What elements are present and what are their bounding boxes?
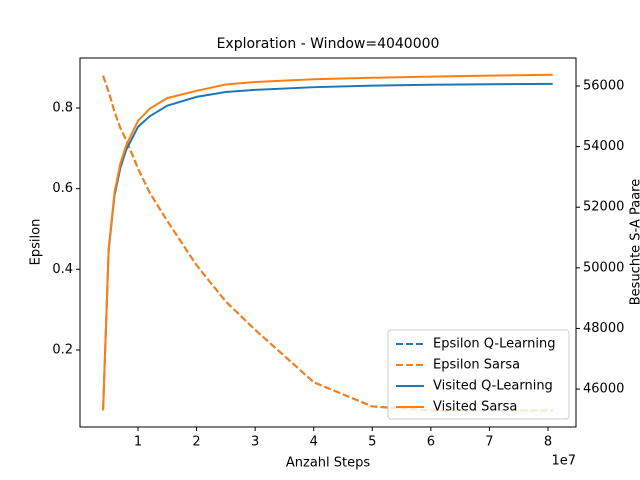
y2-tick-label: 46000 xyxy=(583,382,624,397)
y2-tick-label: 54000 xyxy=(583,139,624,154)
x-tick-label: 3 xyxy=(251,435,259,450)
x-tick-label: 8 xyxy=(544,435,552,450)
y-tick-label: 0.2 xyxy=(52,342,73,357)
y2-tick-label: 56000 xyxy=(583,78,624,93)
series-line xyxy=(102,73,553,411)
y-tick-label: 0.4 xyxy=(52,262,73,277)
legend-label: Epsilon Q-Learning xyxy=(433,337,556,352)
plot-frame xyxy=(79,57,577,428)
legend-box xyxy=(387,329,570,420)
x-tick-label: 6 xyxy=(427,435,435,450)
legend-label: Visited Q-Learning xyxy=(433,379,553,394)
x-tick-label: 5 xyxy=(368,435,376,450)
y-tick-label: 0.6 xyxy=(52,181,73,196)
legend-label: Visited Sarsa xyxy=(433,400,517,415)
y2-axis-label: Besuchte S-A Paare xyxy=(629,179,640,305)
y2-tick-label: 48000 xyxy=(583,321,624,336)
y-axis-label: Epsilon xyxy=(29,219,44,266)
y2-tick-label: 52000 xyxy=(583,200,624,215)
x-tick-label: 7 xyxy=(485,435,493,450)
chart-title: Exploration - Window=4040000 xyxy=(217,36,440,52)
y-tick-label: 0.8 xyxy=(52,101,73,116)
x-tick-label: 1 xyxy=(134,435,142,450)
x-tick-label: 4 xyxy=(310,435,318,450)
x-offset-label: 1e7 xyxy=(551,454,576,469)
y2-tick-label: 50000 xyxy=(583,260,624,275)
x-axis-label: Anzahl Steps xyxy=(286,456,371,471)
legend-label: Epsilon Sarsa xyxy=(433,358,520,373)
x-tick-label: 2 xyxy=(192,435,200,450)
